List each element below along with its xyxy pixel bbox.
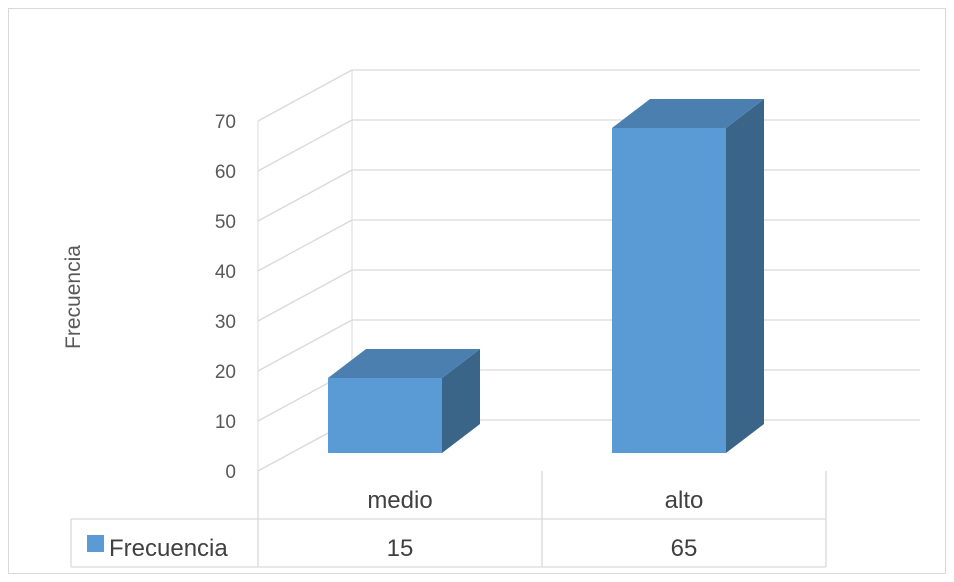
bar-side-face: [726, 99, 764, 453]
gridline-side: [258, 270, 352, 321]
data-table-value: 65: [671, 535, 698, 562]
x-category-label: alto: [665, 487, 704, 514]
y-tick-label: 10: [215, 412, 236, 433]
y-tick-labels: 0 10 20 30 40 50 60 70: [215, 112, 236, 483]
y-tick-label: 60: [215, 162, 236, 183]
y-tick-label: 50: [215, 212, 236, 233]
y-tick-label: 30: [215, 312, 236, 333]
legend-swatch: [87, 535, 104, 552]
gridline-side: [258, 220, 352, 271]
bar-front-face: [612, 128, 726, 453]
bar-medio: [328, 349, 480, 453]
y-tick-label: 70: [215, 112, 236, 133]
legend-label: Frecuencia: [109, 535, 228, 562]
data-table-value: 15: [387, 535, 414, 562]
bars: [328, 99, 764, 453]
y-tick-label: 20: [215, 362, 236, 383]
data-table: medio 15 alto 65 Frecuencia: [71, 471, 826, 567]
gridline-side: [258, 70, 352, 121]
y-tick-label: 0: [225, 462, 236, 483]
bar-alto: [612, 99, 764, 453]
gridline-side: [258, 120, 352, 171]
bar-front-face: [328, 378, 442, 453]
y-tick-label: 40: [215, 262, 236, 283]
gridline-side: [258, 320, 352, 371]
gridline-side: [258, 170, 352, 221]
y-axis-label: Frecuencia: [62, 245, 85, 349]
x-category-label: medio: [367, 487, 432, 514]
